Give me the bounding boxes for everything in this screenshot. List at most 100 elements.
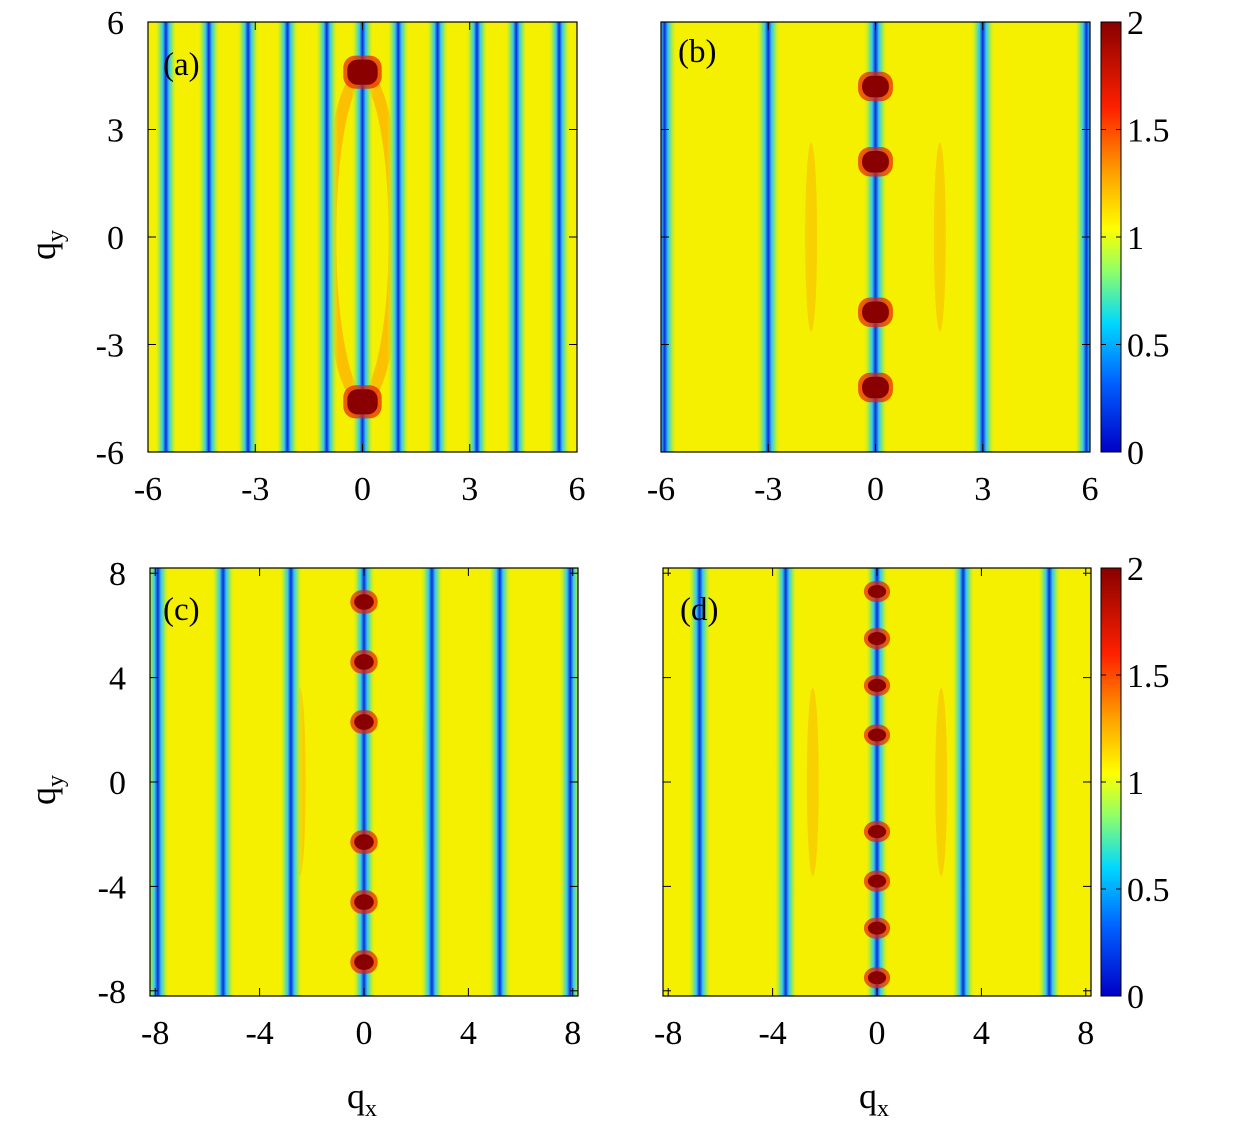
- axes-c: -8 -4 0 4 8 8 4 0 -4 -8: [98, 556, 582, 1052]
- stripe: [154, 22, 178, 452]
- hotspot: [867, 584, 887, 599]
- colorbar-tick-label: 2: [1127, 551, 1144, 588]
- hotspot: [354, 894, 374, 910]
- stripe: [505, 22, 528, 452]
- x-tick-label: 0: [867, 471, 884, 508]
- y-tick-label: 4: [109, 661, 126, 698]
- stripe: [426, 22, 449, 452]
- x-axis-title-c: qx: [347, 1076, 377, 1122]
- stripe: [951, 568, 975, 996]
- side-contour: [806, 687, 819, 877]
- axes-b: -6 -3 0 3 6: [647, 21, 1099, 508]
- hotspot: [867, 874, 887, 888]
- colorbar-tick-label: 1: [1127, 765, 1144, 802]
- stripe: [197, 22, 220, 452]
- y-axis-title-c: qy: [23, 775, 69, 805]
- stripe: [688, 568, 712, 996]
- stripe: [774, 568, 798, 996]
- x-tick-label: 3: [974, 471, 991, 508]
- panel-label-c: (c): [163, 592, 200, 628]
- hotspot: [862, 301, 889, 323]
- heatmap-area: [148, 22, 577, 452]
- x-tick-label: -8: [141, 1015, 169, 1052]
- x-tick-label: -4: [758, 1015, 786, 1052]
- x-axis-title-d: qx: [859, 1076, 889, 1122]
- stripe: [1037, 568, 1061, 996]
- y-tick-label: 0: [107, 220, 124, 257]
- stripe: [547, 22, 571, 452]
- hotspot: [347, 389, 378, 415]
- colorbar-top: 2 1.5 1 0.5 0: [1100, 5, 1170, 472]
- panel-label-b: (b): [678, 34, 716, 70]
- stripe: [420, 568, 444, 996]
- stripe: [488, 568, 512, 996]
- colorbar-tick-label: 1.5: [1127, 658, 1170, 695]
- x-tick-label: -8: [654, 1015, 682, 1052]
- x-tick-label: -6: [134, 471, 162, 508]
- hotspot: [862, 75, 889, 98]
- hotspot: [354, 714, 374, 730]
- colorbar-tick-label: 1.5: [1127, 113, 1170, 150]
- hotspot: [867, 678, 887, 692]
- y-tick-label: 0: [109, 765, 126, 802]
- x-tick-label: 4: [973, 1015, 990, 1052]
- heatmap-panel-a: (a) -6 -3 0 3 6 6 3 0 -3 -6 qy: [23, 5, 586, 508]
- colorbar-tick-label: 1: [1127, 220, 1144, 257]
- heatmap-panel-c: (c) -8 -4 0 4 8 8 4 0 -4 -8 qy qx: [23, 556, 582, 1122]
- stripe: [315, 22, 338, 452]
- x-tick-label: 0: [356, 1015, 373, 1052]
- colorbar-tick-label: 0.5: [1127, 872, 1170, 909]
- x-tick-label: -4: [245, 1015, 273, 1052]
- x-tick-label: 0: [354, 471, 371, 508]
- stripe: [387, 22, 410, 452]
- axes-d: -8 -4 0 4 8: [654, 567, 1094, 1052]
- panel-label-d: (d): [680, 592, 718, 628]
- side-contour: [933, 142, 946, 332]
- colorbar-tick-label: 0: [1127, 435, 1144, 472]
- y-tick-label: 6: [107, 5, 124, 42]
- heatmap-area: [150, 568, 578, 996]
- panel-label-a: (a): [163, 47, 200, 83]
- y-tick-label: 8: [109, 556, 126, 593]
- colorbar-bottom: 2 1.5 1 0.5 0: [1100, 551, 1170, 1016]
- x-tick-label: -6: [647, 471, 675, 508]
- stripe: [970, 22, 995, 452]
- colorbar-tick-label: 0.5: [1127, 328, 1170, 365]
- stripe: [351, 22, 374, 452]
- stripe: [236, 22, 260, 452]
- heatmap-panel-d: (d) -8 -4 0 4 8 qx: [654, 567, 1094, 1122]
- x-tick-label: -3: [754, 471, 782, 508]
- hotspot: [354, 954, 374, 970]
- heatmap-panel-b: (b) -6 -3 0 3 6: [647, 21, 1099, 508]
- hotspot: [867, 971, 887, 985]
- hotspot: [354, 654, 374, 670]
- y-axis-title-a: qy: [23, 230, 69, 260]
- hotspot: [862, 376, 889, 399]
- hotspot: [867, 631, 887, 645]
- heatmap-area: [661, 22, 1090, 452]
- x-tick-label: 8: [564, 1015, 581, 1052]
- hotspot: [354, 594, 374, 610]
- stripe: [558, 568, 578, 996]
- stripe: [465, 22, 489, 452]
- stripe: [276, 22, 299, 452]
- x-tick-label: 0: [869, 1015, 886, 1052]
- y-tick-label: -6: [96, 435, 124, 472]
- stripe: [279, 568, 303, 996]
- x-tick-label: -3: [241, 471, 269, 508]
- hotspot: [867, 728, 887, 742]
- colorbar-tick-label: 0: [1127, 979, 1144, 1016]
- side-contour: [935, 687, 948, 877]
- x-tick-label: 6: [569, 471, 586, 508]
- heatmap-area: [663, 568, 1091, 996]
- y-tick-label: -3: [96, 328, 124, 365]
- hotspot: [354, 834, 374, 850]
- y-tick-label: 3: [107, 113, 124, 150]
- hotspot: [347, 59, 378, 85]
- x-tick-label: 6: [1082, 471, 1099, 508]
- y-tick-label: -8: [98, 974, 126, 1011]
- axes-a: -6 -3 0 3 6 6 3 0 -3 -6: [96, 5, 586, 508]
- hotspot: [862, 151, 889, 173]
- x-tick-label: 3: [461, 471, 478, 508]
